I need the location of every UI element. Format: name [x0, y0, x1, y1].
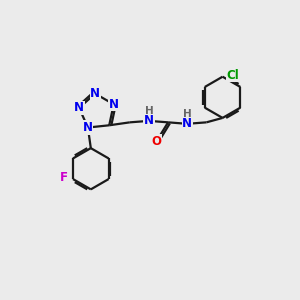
Text: H: H	[145, 106, 153, 116]
Text: N: N	[182, 117, 192, 130]
Text: N: N	[109, 98, 119, 111]
Text: N: N	[90, 87, 100, 100]
Text: H: H	[183, 109, 192, 118]
Text: Cl: Cl	[226, 69, 239, 82]
Text: N: N	[144, 114, 154, 128]
Text: N: N	[74, 101, 84, 114]
Text: F: F	[59, 171, 68, 184]
Text: O: O	[151, 135, 161, 148]
Text: N: N	[83, 121, 93, 134]
